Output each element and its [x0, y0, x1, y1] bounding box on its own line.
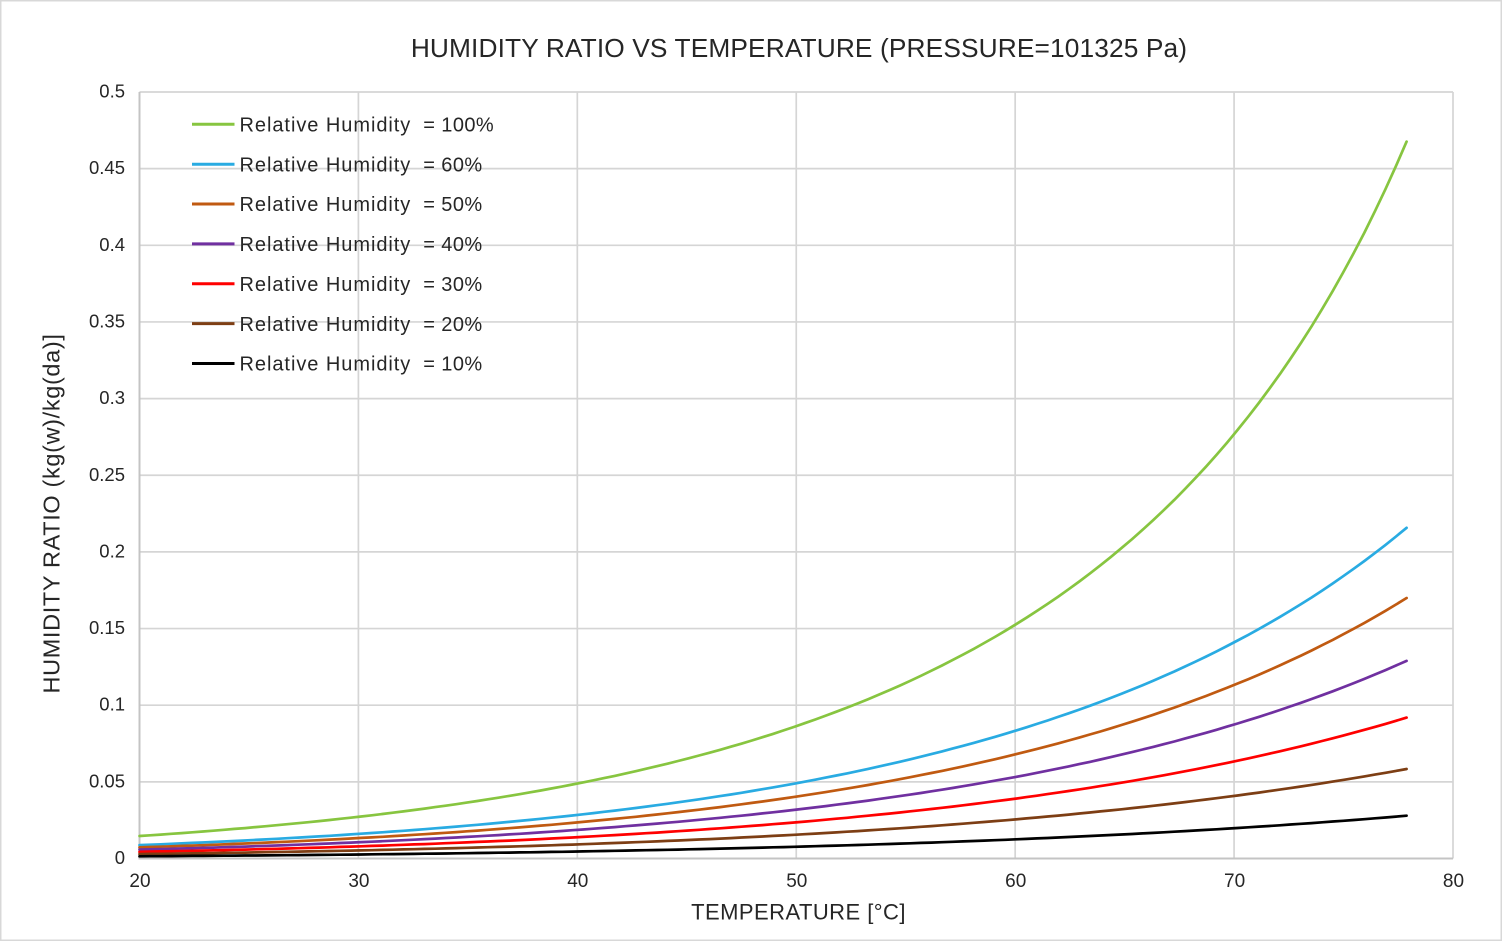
svg-text:Relative Humidity=40%: Relative Humidity = 40% [240, 234, 483, 256]
svg-text:0.05: 0.05 [89, 770, 125, 791]
svg-text:Relative Humidity=10%: Relative Humidity = 10% [240, 354, 483, 376]
svg-text:0.35: 0.35 [89, 310, 125, 331]
svg-text:Relative Humidity=100%: Relative Humidity = 100% [240, 115, 495, 137]
svg-text:40: 40 [567, 871, 588, 892]
svg-text:Relative Humidity=30%: Relative Humidity = 30% [240, 274, 483, 296]
svg-text:HUMIDITY RATIO (kg(w)/kg(da)]: HUMIDITY RATIO (kg(w)/kg(da)] [39, 333, 65, 693]
svg-text:0: 0 [115, 847, 125, 868]
svg-text:Relative Humidity=50%: Relative Humidity = 50% [240, 194, 483, 216]
svg-text:TEMPERATURE [°C]: TEMPERATURE [°C] [691, 900, 906, 925]
svg-text:30: 30 [348, 871, 369, 892]
svg-text:0.15: 0.15 [89, 617, 125, 638]
svg-text:60: 60 [1005, 871, 1026, 892]
svg-text:0.45: 0.45 [89, 157, 125, 178]
svg-text:Relative Humidity=60%: Relative Humidity = 60% [240, 154, 483, 176]
svg-text:0.1: 0.1 [99, 694, 125, 715]
svg-text:50: 50 [786, 871, 807, 892]
svg-text:70: 70 [1224, 871, 1245, 892]
svg-text:0.2: 0.2 [99, 540, 125, 561]
svg-text:HUMIDITY RATIO VS TEMPERATURE: HUMIDITY RATIO VS TEMPERATURE (PRESSURE=… [411, 33, 1187, 63]
svg-text:0.4: 0.4 [99, 234, 125, 255]
svg-text:Relative Humidity=20%: Relative Humidity = 20% [240, 314, 483, 336]
svg-text:0.25: 0.25 [89, 464, 125, 485]
svg-text:0.3: 0.3 [99, 387, 125, 408]
svg-text:20: 20 [129, 871, 150, 892]
svg-text:80: 80 [1443, 871, 1464, 892]
svg-text:0.5: 0.5 [99, 81, 125, 102]
